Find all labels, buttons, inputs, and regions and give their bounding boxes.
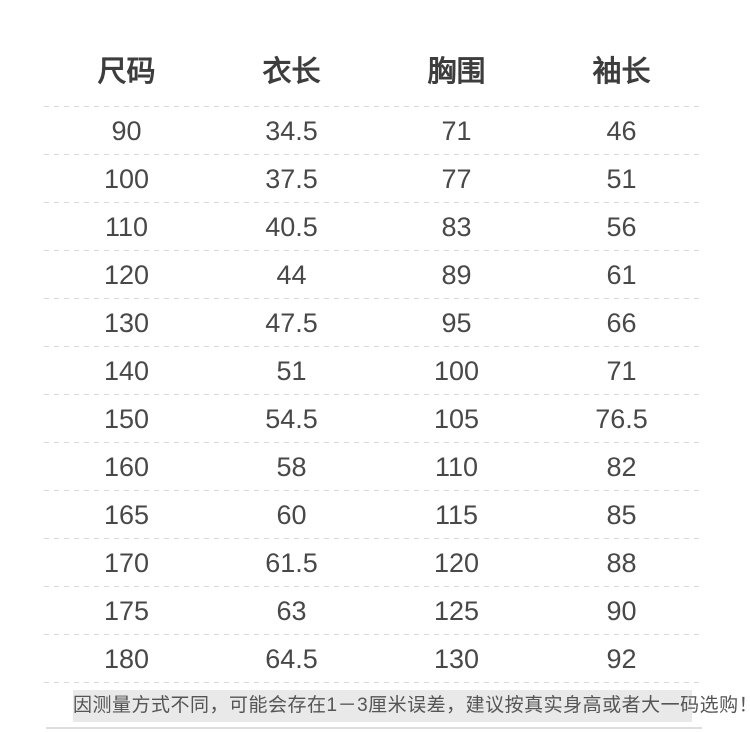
header-bust: 胸围 [427, 56, 486, 88]
table-body: 90 34.5 71 46 100 37.5 77 51 110 40.5 83 56 120 44 89 6… [44, 107, 704, 683]
table-row: 175 63 125 90 [44, 587, 704, 635]
cell-bust: 95 [441, 308, 472, 338]
cell-sleeve-length: 51 [606, 164, 637, 194]
cell-clothes-length: 54.5 [265, 404, 318, 434]
cell-size: 170 [103, 548, 150, 578]
cell-clothes-length: 47.5 [265, 308, 318, 338]
cell-clothes-length: 51 [276, 356, 307, 386]
cell-size: 120 [103, 260, 150, 290]
cell-bust: 105 [433, 404, 480, 434]
cell-bust: 77 [441, 164, 472, 194]
cell-bust: 83 [441, 212, 472, 242]
cell-sleeve-length: 85 [606, 500, 637, 530]
cell-size: 160 [103, 452, 150, 482]
table-row: 90 34.5 71 46 [44, 107, 704, 155]
cell-size: 110 [104, 212, 149, 242]
cell-sleeve-length: 88 [606, 548, 637, 578]
measurement-disclaimer-note: 因测量方式不同，可能会存在1－3厘米误差，建议按真实身高或者大一码选购！ [73, 690, 750, 722]
cell-bust: 89 [441, 260, 472, 290]
cell-sleeve-length: 82 [606, 452, 637, 482]
cell-clothes-length: 61.5 [265, 548, 318, 578]
cell-sleeve-length: 66 [606, 308, 637, 338]
cell-sleeve-length: 61 [606, 260, 637, 290]
cell-size: 180 [103, 644, 150, 674]
cell-bust: 71 [441, 116, 472, 146]
cell-bust: 125 [433, 596, 480, 626]
table-row: 170 61.5 120 88 [44, 539, 704, 587]
cell-bust: 110 [434, 452, 479, 482]
bottom-divider [46, 727, 702, 729]
cell-sleeve-length: 71 [606, 356, 637, 386]
table-row: 150 54.5 105 76.5 [44, 395, 704, 443]
table-row: 100 37.5 77 51 [44, 155, 704, 203]
cell-size: 175 [103, 596, 150, 626]
cell-bust: 120 [433, 548, 480, 578]
cell-clothes-length: 37.5 [265, 164, 318, 194]
cell-size: 140 [103, 356, 150, 386]
header-size: 尺码 [97, 56, 156, 88]
cell-size: 165 [103, 500, 150, 530]
cell-clothes-length: 44 [276, 260, 307, 290]
cell-size: 90 [111, 116, 142, 146]
table-row: 110 40.5 83 56 [44, 203, 704, 251]
cell-size: 130 [103, 308, 150, 338]
cell-size: 100 [103, 164, 150, 194]
table-row: 130 47.5 95 66 [44, 299, 704, 347]
cell-clothes-length: 40.5 [265, 212, 318, 242]
table-row: 140 51 100 71 [44, 347, 704, 395]
size-chart-table: 尺码 衣长 胸围 袖长 90 34.5 71 46 100 37.5 77 51 110 40.5… [44, 0, 704, 683]
table-row: 180 64.5 130 92 [44, 635, 704, 683]
header-clothes-length: 衣长 [262, 56, 321, 88]
table-row: 120 44 89 61 [44, 251, 704, 299]
cell-sleeve-length: 92 [606, 644, 637, 674]
cell-clothes-length: 63 [276, 596, 307, 626]
cell-bust: 115 [434, 500, 479, 530]
cell-clothes-length: 64.5 [265, 644, 318, 674]
cell-bust: 100 [433, 356, 480, 386]
cell-size: 150 [103, 404, 150, 434]
cell-clothes-length: 60 [276, 500, 307, 530]
table-row: 165 60 115 85 [44, 491, 704, 539]
cell-clothes-length: 34.5 [265, 116, 318, 146]
cell-sleeve-length: 56 [606, 212, 637, 242]
table-row: 160 58 110 82 [44, 443, 704, 491]
cell-sleeve-length: 76.5 [595, 404, 648, 434]
header-sleeve-length: 袖长 [592, 56, 651, 88]
table-header-row: 尺码 衣长 胸围 袖长 [44, 0, 704, 107]
cell-sleeve-length: 90 [606, 596, 637, 626]
cell-bust: 130 [433, 644, 480, 674]
cell-clothes-length: 58 [276, 452, 307, 482]
cell-sleeve-length: 46 [606, 116, 637, 146]
